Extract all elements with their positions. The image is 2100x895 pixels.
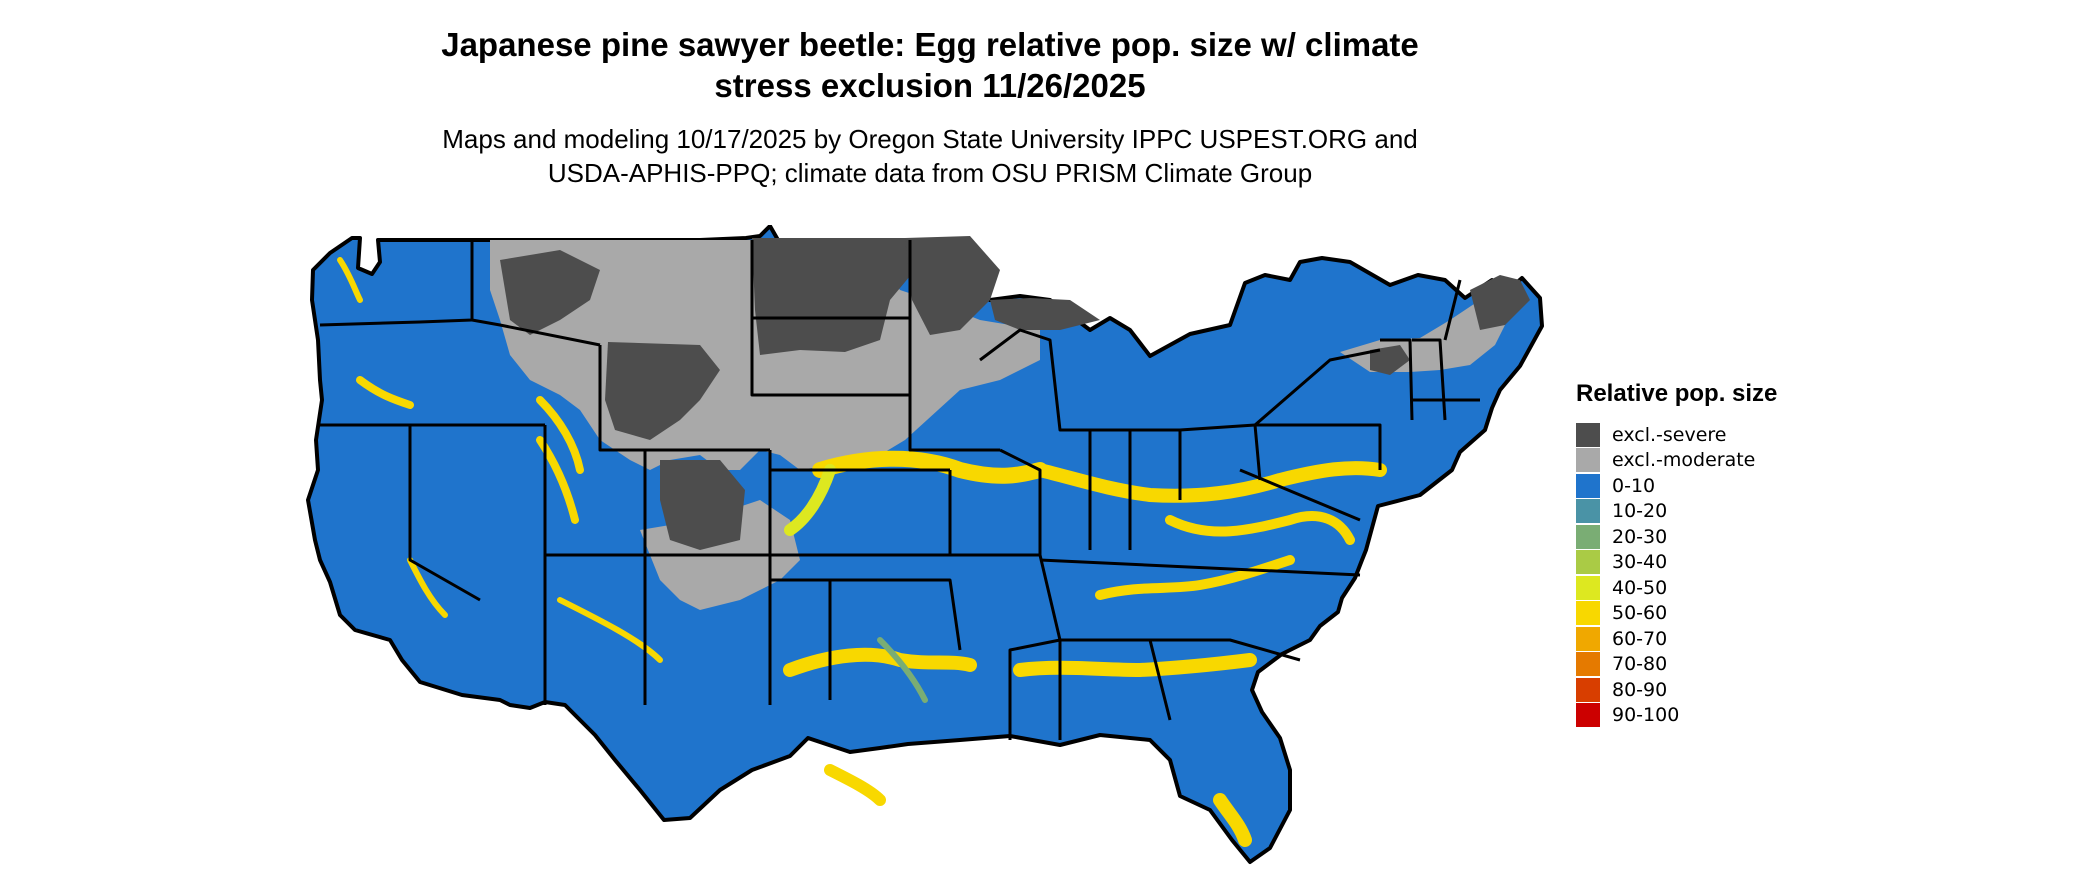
legend-item: 30-40 <box>1576 550 1876 576</box>
legend-swatch <box>1576 677 1600 702</box>
legend-item: 70-80 <box>1576 652 1876 678</box>
excl-severe-ny-north <box>1370 345 1410 375</box>
legend-item: 0-10 <box>1576 473 1876 499</box>
legend: Relative pop. size excl.-severe excl.-mod… <box>1576 380 1876 728</box>
legend-swatch <box>1576 703 1600 728</box>
title-line-2: stress exclusion 11/26/2025 <box>714 67 1146 104</box>
legend-items: excl.-severe excl.-moderate 0-10 10-20 20-30… <box>1576 422 1876 728</box>
title-line-1: Japanese pine sawyer beetle: Egg relativ… <box>441 26 1419 63</box>
legend-swatch <box>1576 473 1600 498</box>
legend-label: 0-10 <box>1612 474 1656 497</box>
excl-severe-upper-mi <box>990 298 1100 330</box>
legend-label: 60-70 <box>1612 627 1668 650</box>
legend-item: 90-100 <box>1576 703 1876 729</box>
legend-item: 60-70 <box>1576 626 1876 652</box>
legend-item: excl.-severe <box>1576 422 1876 448</box>
legend-label: excl.-severe <box>1612 423 1727 446</box>
legend-item: 50-60 <box>1576 601 1876 627</box>
legend-item: 20-30 <box>1576 524 1876 550</box>
legend-swatch <box>1576 448 1600 473</box>
map-title: Japanese pine sawyer beetle: Egg relativ… <box>330 24 1530 106</box>
state-borders <box>318 240 1480 740</box>
legend-swatch <box>1576 422 1600 447</box>
legend-swatch <box>1576 652 1600 677</box>
subtitle-line-2: USDA-APHIS-PPQ; climate data from OSU PR… <box>547 158 1313 188</box>
legend-title: Relative pop. size <box>1576 380 1778 407</box>
legend-item: excl.-moderate <box>1576 448 1876 474</box>
legend-label: 10-20 <box>1612 500 1668 523</box>
map-subtitle: Maps and modeling 10/17/2025 by Oregon S… <box>330 122 1530 190</box>
legend-label: 80-90 <box>1612 678 1668 701</box>
legend-label: 30-40 <box>1612 551 1668 574</box>
legend-swatch <box>1576 601 1600 626</box>
legend-label: 90-100 <box>1612 704 1680 727</box>
legend-label: 50-60 <box>1612 602 1668 625</box>
legend-swatch <box>1576 524 1600 549</box>
excl-severe-mn-wi <box>905 236 1000 335</box>
excl-severe-wyoming <box>605 342 720 440</box>
legend-label: 70-80 <box>1612 653 1668 676</box>
legend-item: 40-50 <box>1576 575 1876 601</box>
us-map <box>300 225 1560 895</box>
legend-swatch <box>1576 626 1600 651</box>
legend-swatch <box>1576 499 1600 524</box>
subtitle-line-1: Maps and modeling 10/17/2025 by Oregon S… <box>442 124 1418 154</box>
legend-label: excl.-moderate <box>1612 449 1756 472</box>
excl-severe-colorado <box>660 460 745 550</box>
high-pop-bands <box>337 257 1387 847</box>
excl-severe-dakotas <box>752 238 915 355</box>
legend-label: 40-50 <box>1612 576 1668 599</box>
legend-item: 10-20 <box>1576 499 1876 525</box>
excl-severe-maine <box>1470 275 1530 330</box>
legend-label: 20-30 <box>1612 525 1668 548</box>
legend-swatch <box>1576 550 1600 575</box>
excl-severe-montana <box>500 250 600 335</box>
legend-item: 80-90 <box>1576 677 1876 703</box>
legend-swatch <box>1576 575 1600 600</box>
